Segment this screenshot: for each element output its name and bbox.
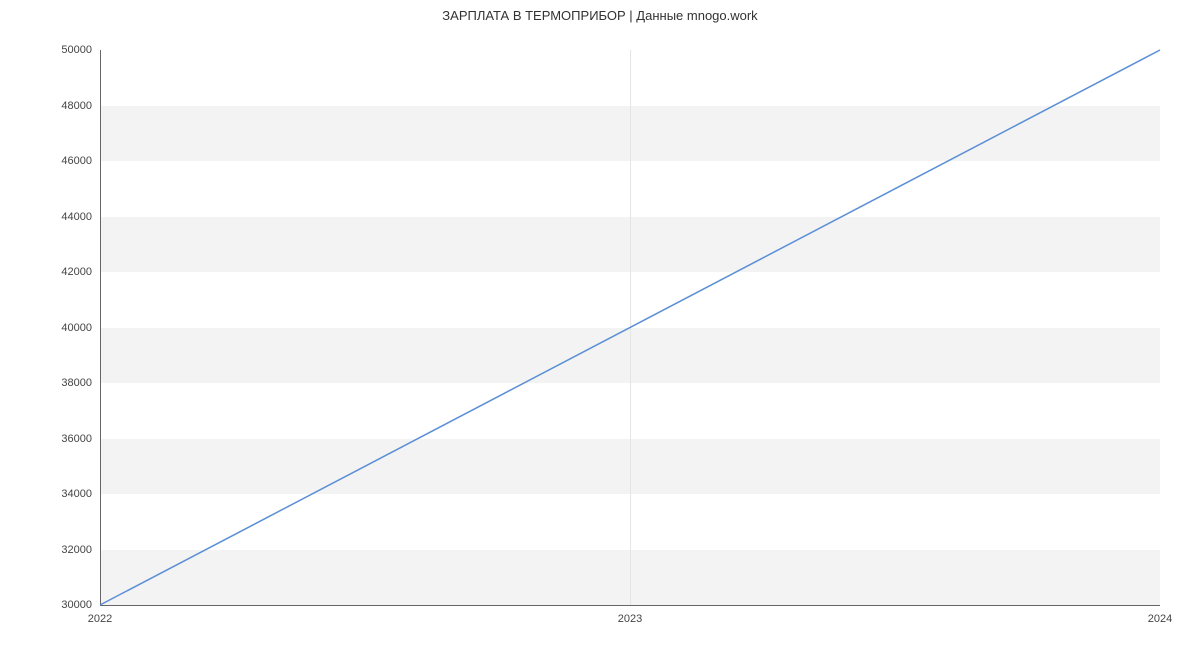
x-tick-label: 2023	[618, 613, 642, 625]
chart-title: ЗАРПЛАТА В ТЕРМОПРИБОР | Данные mnogo.wo…	[0, 8, 1200, 23]
y-tick-label: 44000	[61, 211, 92, 223]
y-tick-label: 48000	[61, 100, 92, 112]
x-axis-line	[100, 605, 1160, 606]
y-tick-label: 42000	[61, 266, 92, 278]
plot-area: 3000032000340003600038000400004200044000…	[100, 50, 1160, 605]
y-tick-label: 40000	[61, 322, 92, 334]
salary-chart: ЗАРПЛАТА В ТЕРМОПРИБОР | Данные mnogo.wo…	[0, 0, 1200, 650]
series-line-salary	[100, 50, 1160, 605]
y-tick-label: 50000	[61, 44, 92, 56]
y-tick-label: 38000	[61, 377, 92, 389]
x-tick-label: 2022	[88, 613, 112, 625]
x-tick-label: 2024	[1148, 613, 1172, 625]
y-tick-label: 30000	[61, 599, 92, 611]
y-tick-label: 46000	[61, 155, 92, 167]
line-layer	[100, 50, 1160, 605]
y-tick-label: 36000	[61, 433, 92, 445]
y-tick-label: 34000	[61, 488, 92, 500]
y-tick-label: 32000	[61, 544, 92, 556]
